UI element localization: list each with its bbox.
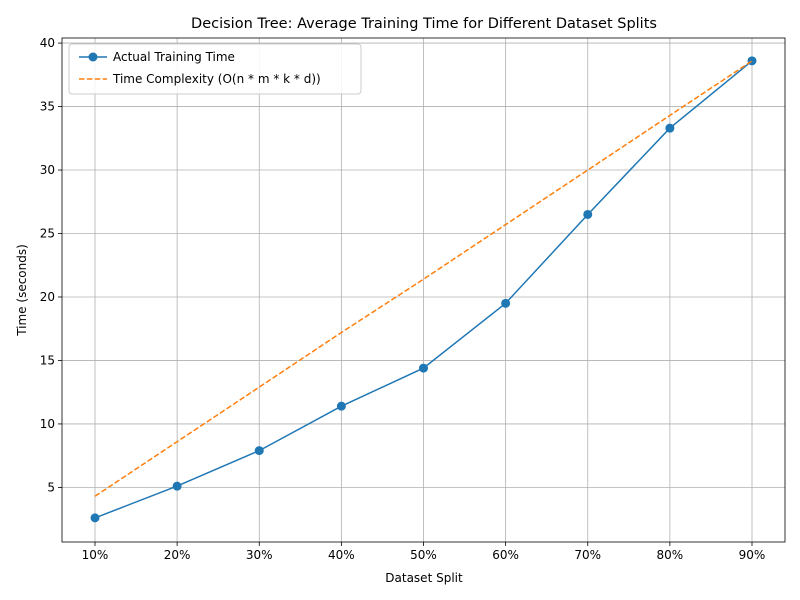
y-tick-label: 10 xyxy=(40,417,55,431)
x-tick-label: 40% xyxy=(328,548,355,562)
legend-label-actual: Actual Training Time xyxy=(113,50,235,64)
x-tick-label: 10% xyxy=(82,548,109,562)
legend-label-complexity: Time Complexity (O(n * m * k * d)) xyxy=(112,72,321,86)
x-tick-label: 90% xyxy=(739,548,766,562)
x-tick-label: 20% xyxy=(164,548,191,562)
legend: Actual Training Time Time Complexity (O(… xyxy=(68,43,362,95)
x-tick-label: 60% xyxy=(492,548,519,562)
x-axis-ticks: 10% 20% 30% 40% 50% 60% 70% 80% 90% xyxy=(82,542,766,562)
x-tick-label: 30% xyxy=(246,548,273,562)
y-tick-label: 35 xyxy=(40,100,55,114)
data-point-actual xyxy=(419,363,428,373)
chart-title: Decision Tree: Average Training Time for… xyxy=(191,16,657,32)
grid-lines xyxy=(62,38,785,542)
x-tick-label: 70% xyxy=(574,548,601,562)
data-point-actual xyxy=(254,446,264,456)
data-point-actual xyxy=(583,209,593,219)
y-tick-label: 20 xyxy=(40,290,55,304)
data-point-actual xyxy=(665,123,675,133)
legend-box xyxy=(68,43,362,95)
y-tick-label: 40 xyxy=(40,36,55,50)
data-point-actual xyxy=(90,513,100,523)
data-point-actual xyxy=(172,481,182,491)
y-tick-label: 5 xyxy=(47,480,55,494)
x-tick-label: 80% xyxy=(657,548,684,562)
data-point-actual xyxy=(501,298,511,308)
x-tick-label: 50% xyxy=(410,548,437,562)
y-tick-label: 15 xyxy=(40,353,55,367)
series-group xyxy=(90,56,757,523)
x-axis-label: Dataset Split xyxy=(385,571,463,585)
data-point-actual xyxy=(336,401,346,411)
legend-marker-actual xyxy=(88,52,98,62)
y-axis-ticks: 5 10 15 20 25 30 35 40 xyxy=(40,36,62,494)
series-line-time-complexity xyxy=(94,60,753,497)
y-tick-label: 30 xyxy=(40,163,55,177)
y-axis-label: Time (seconds) xyxy=(15,244,29,337)
y-tick-label: 25 xyxy=(40,227,55,241)
data-point-actual xyxy=(747,56,757,66)
